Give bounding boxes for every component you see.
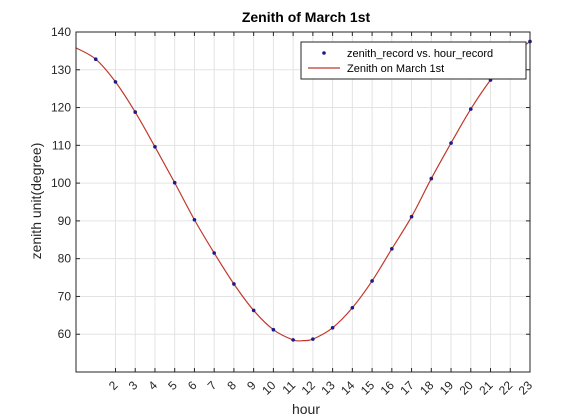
data-point — [429, 176, 434, 181]
y-tick-label: 130 — [51, 63, 71, 77]
data-point — [251, 308, 256, 313]
data-point — [291, 338, 295, 342]
axes-frame — [75, 31, 531, 373]
y-tick-label: 70 — [58, 289, 72, 303]
y-tick-label: 90 — [58, 214, 72, 228]
data-point — [172, 180, 177, 185]
data-point — [232, 282, 236, 286]
data-point — [468, 107, 473, 111]
data-point — [212, 251, 216, 255]
y-tick-label: 100 — [51, 176, 71, 190]
y-tick-label: 80 — [58, 252, 72, 266]
data-point — [350, 305, 355, 310]
x-axis-label: hour — [292, 401, 320, 417]
chart-title: Zenith of March 1st — [242, 9, 371, 25]
data-point — [153, 145, 157, 149]
axes-background — [76, 32, 530, 372]
data-point — [93, 57, 98, 61]
data-point — [370, 279, 374, 283]
data-point — [409, 214, 414, 219]
legend-label: zenith_record vs. hour_record — [347, 48, 493, 60]
data-point — [330, 326, 335, 330]
data-point — [449, 141, 453, 145]
y-tick-label: 110 — [52, 138, 71, 152]
y-tick-label: 120 — [51, 101, 71, 115]
legend-label: Zenith on March 1st — [347, 63, 444, 75]
data-point — [192, 217, 197, 222]
y-tick-label: 140 — [51, 25, 71, 39]
data-point — [311, 337, 315, 341]
data-point — [390, 247, 394, 251]
data-point — [271, 327, 276, 332]
y-tick-label: 60 — [58, 327, 72, 341]
legend-box — [300, 41, 527, 80]
legend-marker — [322, 51, 326, 55]
data-point — [113, 80, 118, 84]
data-point — [133, 110, 138, 114]
y-axis-label: zenith unit(degree) — [28, 143, 44, 260]
